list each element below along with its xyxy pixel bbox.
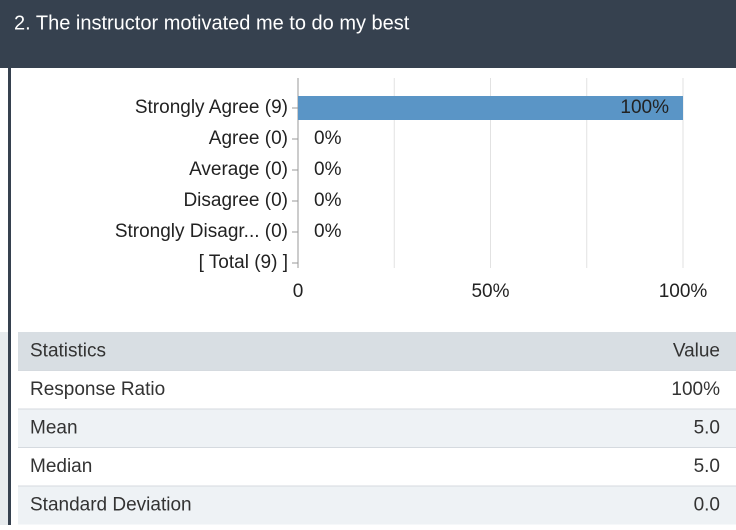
table-cell: Response Ratio: [30, 379, 165, 400]
x-tick-label: 50%: [471, 281, 509, 302]
category-label: Agree (0): [209, 128, 288, 149]
table-header-cell: Statistics: [30, 340, 106, 361]
question-title: 2. The instructor motivated me to do my …: [14, 12, 410, 34]
table-cell: 0.0: [694, 494, 720, 515]
table-row: [18, 370, 736, 409]
table-header-row: [18, 332, 736, 371]
value-label: 0%: [314, 128, 342, 149]
category-label: Strongly Agree (9): [135, 97, 288, 118]
header-bar: [11, 0, 736, 68]
table-cell: 5.0: [694, 417, 720, 438]
table-row: [18, 486, 736, 525]
x-tick-label: 0: [293, 281, 304, 302]
divider: [8, 0, 11, 525]
side-panel: [0, 332, 8, 525]
table-cell: Mean: [30, 417, 78, 438]
category-label: Strongly Disagr... (0): [115, 221, 288, 242]
stats-table: Statistics Value Response Ratio 100% Mean 5.0…: [18, 332, 736, 525]
table-header-cell: Value: [673, 340, 720, 361]
table-row: [18, 447, 736, 486]
table-row: [18, 409, 736, 448]
table-cell: 100%: [671, 379, 720, 400]
table-cell: Standard Deviation: [30, 494, 192, 515]
value-label: 0%: [314, 190, 342, 211]
table-cell: Median: [30, 456, 92, 477]
bar: [298, 96, 683, 120]
chart: 0 50% 100% Strongly Agree (9) 100% Agree (0) 0…: [115, 78, 708, 302]
table-cell: 5.0: [694, 456, 720, 477]
value-label: 100%: [620, 97, 669, 118]
category-label: [ Total (9) ]: [199, 252, 288, 273]
side-panel: [0, 0, 8, 68]
value-label: 0%: [314, 159, 342, 180]
category-label: Disagree (0): [183, 190, 288, 211]
value-label: 0%: [314, 221, 342, 242]
x-tick-label: 100%: [659, 281, 708, 302]
category-label: Average (0): [189, 159, 288, 180]
